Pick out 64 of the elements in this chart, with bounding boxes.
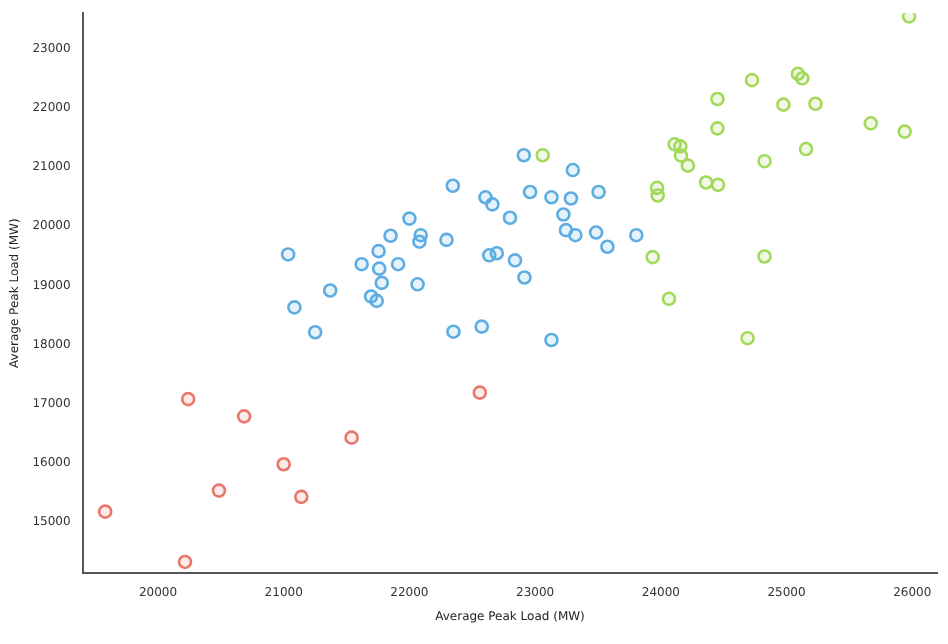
point xyxy=(445,178,461,194)
point xyxy=(744,72,760,88)
point xyxy=(374,275,390,291)
point xyxy=(798,141,814,157)
point xyxy=(710,177,726,193)
point xyxy=(474,319,489,334)
point xyxy=(808,96,823,112)
point xyxy=(556,207,571,222)
point xyxy=(383,228,398,244)
point xyxy=(211,483,227,498)
point xyxy=(698,175,714,190)
point xyxy=(517,270,532,285)
point xyxy=(897,124,913,139)
point xyxy=(322,283,338,298)
point xyxy=(794,71,810,86)
point xyxy=(673,148,689,163)
point xyxy=(757,153,772,169)
point xyxy=(369,293,385,309)
point xyxy=(410,277,425,292)
point xyxy=(568,227,583,243)
point xyxy=(446,324,461,339)
point xyxy=(472,385,488,400)
point xyxy=(535,147,550,163)
point xyxy=(280,247,296,262)
point xyxy=(489,245,505,261)
point xyxy=(236,409,252,424)
point xyxy=(485,197,500,212)
point xyxy=(757,249,772,264)
point xyxy=(629,227,644,243)
point xyxy=(565,162,581,178)
point xyxy=(516,147,532,163)
point xyxy=(439,232,454,248)
point xyxy=(502,210,518,226)
point xyxy=(661,291,677,307)
point xyxy=(287,300,302,315)
point xyxy=(591,184,606,200)
point xyxy=(371,243,386,259)
point xyxy=(390,256,406,272)
point xyxy=(97,504,113,519)
point xyxy=(863,116,879,131)
point xyxy=(307,324,323,340)
point xyxy=(371,261,387,276)
point xyxy=(776,97,791,112)
point xyxy=(588,225,604,240)
point xyxy=(544,332,559,348)
point xyxy=(645,249,660,265)
point xyxy=(650,188,665,203)
point xyxy=(544,190,559,205)
point xyxy=(344,430,359,445)
point xyxy=(507,253,523,268)
point xyxy=(680,158,696,173)
point xyxy=(354,256,369,272)
point xyxy=(522,184,538,200)
point xyxy=(294,489,309,505)
point xyxy=(180,391,196,407)
point xyxy=(412,234,427,249)
point xyxy=(740,330,755,346)
point xyxy=(710,121,725,136)
point xyxy=(276,456,292,472)
point xyxy=(177,554,193,570)
point xyxy=(710,91,725,107)
point xyxy=(402,211,417,226)
point xyxy=(600,239,615,255)
point xyxy=(563,191,579,206)
